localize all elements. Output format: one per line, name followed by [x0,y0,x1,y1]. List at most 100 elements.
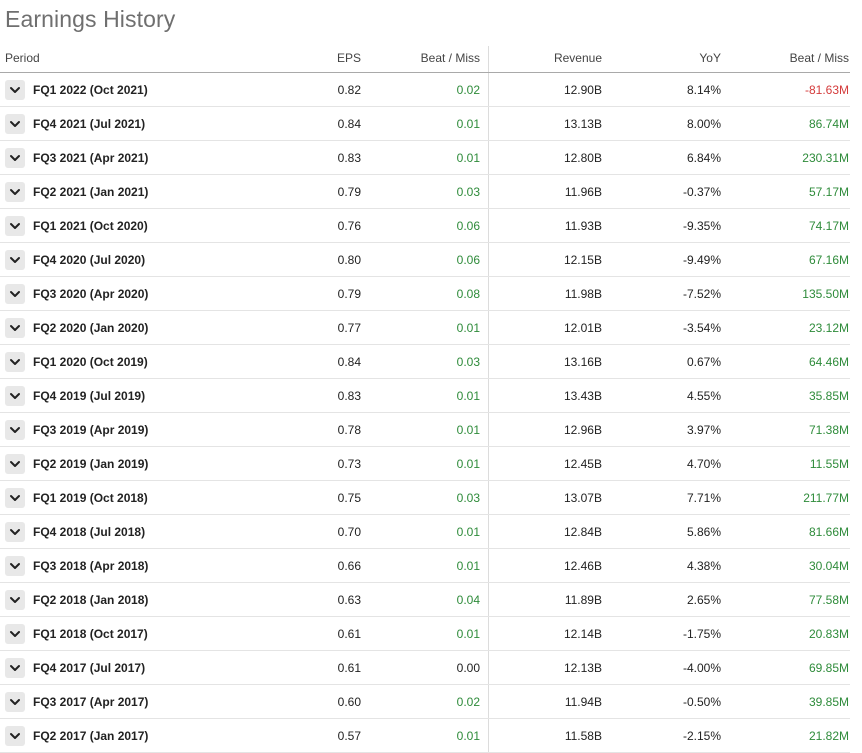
chevron-down-icon [10,358,20,365]
revenue-value: 12.14B [563,626,602,641]
period-cell: FQ2 2017 (Jan 2017) [5,719,305,752]
page-title: Earnings History [5,6,176,32]
table-row: FQ3 2017 (Apr 2017) 0.60 0.02 11.94B -0.… [0,685,850,719]
eps-value: 0.80 [337,252,361,267]
revenue-beat-miss-value: 64.46M [808,354,849,369]
expand-toggle-button[interactable] [5,521,25,542]
chevron-down-icon [10,494,20,501]
revenue-value: 11.58B [564,728,602,743]
period-label: FQ4 2021 (Jul 2021) [33,116,146,131]
column-divider [488,243,489,276]
chevron-down-icon [10,630,20,637]
yoy-value: 7.71% [686,490,721,505]
revenue-beat-miss-value: 69.85M [808,660,849,675]
expand-toggle-button[interactable] [5,147,25,168]
revenue-beat-miss-value: 67.16M [808,252,849,267]
chevron-down-icon [10,732,20,739]
header-revenue-beat-miss[interactable]: Beat / Miss [789,51,849,65]
expand-toggle-button[interactable] [5,385,25,406]
column-divider [488,413,489,446]
expand-toggle-button[interactable] [5,691,25,712]
revenue-value: 12.80B [563,150,602,165]
period-label: FQ3 2017 (Apr 2017) [33,694,149,709]
yoy-value: -1.75% [682,626,721,641]
header-period[interactable]: Period [5,51,40,65]
expand-toggle-button[interactable] [5,555,25,576]
table-row: FQ1 2022 (Oct 2021) 0.82 0.02 12.90B 8.1… [0,73,850,107]
eps-beat-miss-value: 0.03 [456,490,480,505]
yoy-value: 0.67% [686,354,721,369]
header-revenue[interactable]: Revenue [553,51,602,65]
revenue-value: 12.13B [563,660,602,675]
header-eps[interactable]: EPS [336,51,361,65]
eps-beat-miss-value: 0.01 [456,456,480,471]
revenue-value: 12.90B [563,82,602,97]
header-eps-beat-miss[interactable]: Beat / Miss [420,51,480,65]
revenue-beat-miss-value: 30.04M [808,558,849,573]
table-row: FQ3 2020 (Apr 2020) 0.79 0.08 11.98B -7.… [0,277,850,311]
expand-toggle-button[interactable] [5,623,25,644]
expand-toggle-button[interactable] [5,725,25,746]
table-row: FQ2 2018 (Jan 2018) 0.63 0.04 11.89B 2.6… [0,583,850,617]
eps-beat-miss-value: 0.06 [456,252,480,267]
header-yoy[interactable]: YoY [699,51,721,65]
chevron-down-icon [10,256,20,263]
expand-toggle-button[interactable] [5,453,25,474]
yoy-value: -0.37% [682,184,721,199]
yoy-value: -0.50% [682,694,721,709]
chevron-down-icon [10,460,20,467]
column-divider [488,277,489,310]
period-label: FQ3 2021 (Apr 2021) [33,150,149,165]
expand-toggle-button[interactable] [5,249,25,270]
expand-toggle-button[interactable] [5,283,25,304]
eps-beat-miss-value: 0.02 [456,694,480,709]
column-divider [488,515,489,548]
column-divider [488,209,489,242]
period-label: FQ4 2018 (Jul 2018) [33,524,146,539]
period-cell: FQ3 2019 (Apr 2019) [5,413,305,446]
period-cell: FQ1 2019 (Oct 2018) [5,481,305,514]
period-label: FQ2 2020 (Jan 2020) [33,320,149,335]
table-row: FQ4 2017 (Jul 2017) 0.61 0.00 12.13B -4.… [0,651,850,685]
eps-beat-miss-value: 0.04 [456,592,480,607]
chevron-down-icon [10,664,20,671]
eps-value: 0.82 [337,82,361,97]
expand-toggle-button[interactable] [5,657,25,678]
revenue-beat-miss-value: 211.77M [803,490,849,505]
chevron-down-icon [10,86,20,93]
eps-value: 0.61 [337,626,361,641]
expand-toggle-button[interactable] [5,113,25,134]
expand-toggle-button[interactable] [5,589,25,610]
period-label: FQ1 2018 (Oct 2017) [33,626,148,641]
expand-toggle-button[interactable] [5,317,25,338]
expand-toggle-button[interactable] [5,181,25,202]
expand-toggle-button[interactable] [5,351,25,372]
column-divider [488,685,489,718]
column-divider [488,719,489,752]
table-row: FQ1 2019 (Oct 2018) 0.75 0.03 13.07B 7.7… [0,481,850,515]
yoy-value: -9.49% [682,252,721,267]
revenue-value: 13.13B [563,116,602,131]
chevron-down-icon [10,324,20,331]
table-row: FQ2 2020 (Jan 2020) 0.77 0.01 12.01B -3.… [0,311,850,345]
revenue-beat-miss-value: 39.85M [808,694,849,709]
eps-value: 0.84 [337,354,361,369]
expand-toggle-button[interactable] [5,419,25,440]
table-row: FQ4 2020 (Jul 2020) 0.80 0.06 12.15B -9.… [0,243,850,277]
expand-toggle-button[interactable] [5,215,25,236]
column-divider [488,549,489,582]
table-row: FQ2 2019 (Jan 2019) 0.73 0.01 12.45B 4.7… [0,447,850,481]
revenue-beat-miss-value: 135.50M [802,286,849,301]
revenue-value: 11.96B [564,184,602,199]
period-cell: FQ1 2018 (Oct 2017) [5,617,305,650]
eps-value: 0.77 [337,320,361,335]
revenue-value: 12.96B [563,422,602,437]
eps-value: 0.75 [337,490,361,505]
expand-toggle-button[interactable] [5,79,25,100]
period-cell: FQ2 2018 (Jan 2018) [5,583,305,616]
chevron-down-icon [10,562,20,569]
expand-toggle-button[interactable] [5,487,25,508]
revenue-beat-miss-value: 57.17M [808,184,849,199]
yoy-value: 4.55% [686,388,721,403]
revenue-value: 12.45B [563,456,602,471]
